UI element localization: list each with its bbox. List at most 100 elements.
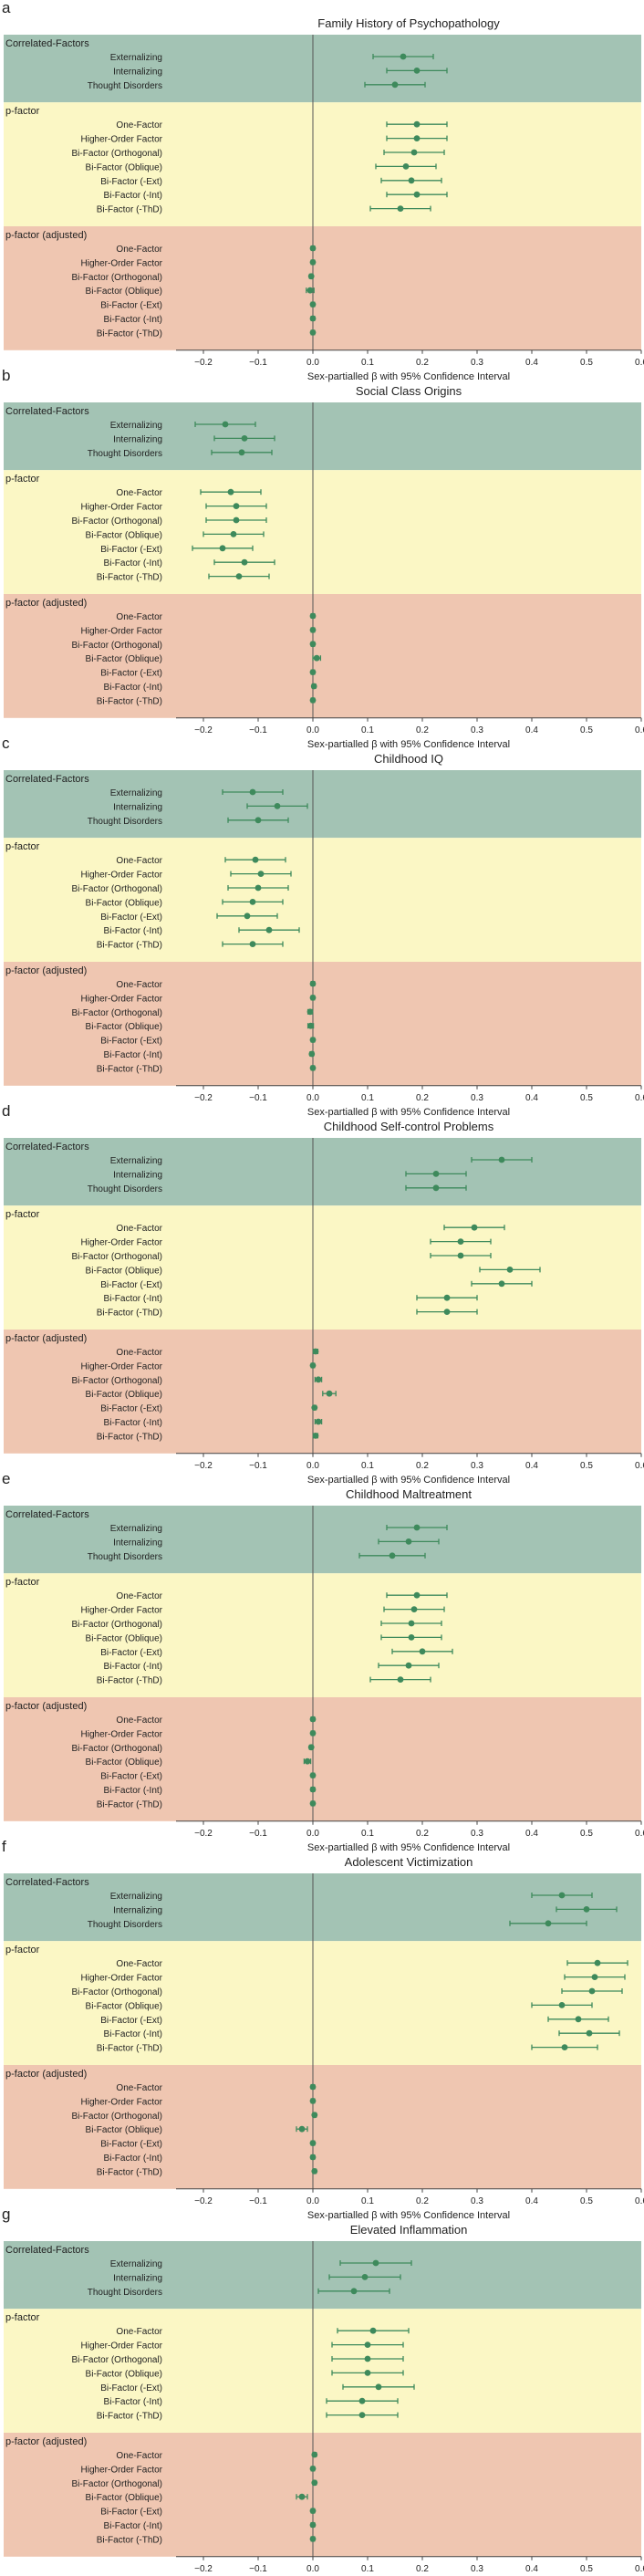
- x-tick-label: 0.4: [525, 725, 538, 735]
- row-label: Bi-Factor (Orthogonal): [72, 1252, 162, 1262]
- point-estimate: [545, 1920, 552, 1927]
- row-label: Higher-Order Factor: [81, 503, 163, 513]
- row-label: Thought Disorders: [88, 1552, 162, 1562]
- x-tick-label: 0.4: [525, 358, 538, 368]
- group-band: [4, 2065, 641, 2189]
- row-label: Thought Disorders: [88, 81, 162, 91]
- row-label: Externalizing: [110, 421, 162, 431]
- x-tick-label: 0.2: [416, 1829, 429, 1839]
- x-axis-label: Sex-partialled β with 95% Confidence Int…: [307, 1842, 510, 1853]
- x-tick-label: −0.1: [249, 1461, 267, 1471]
- point-estimate: [313, 654, 320, 662]
- row-label: Bi-Factor (Oblique): [86, 1390, 162, 1400]
- row-label: Externalizing: [110, 788, 162, 798]
- x-tick-label: 0.4: [525, 1093, 538, 1103]
- group-label: Correlated-Factors: [5, 774, 89, 785]
- group-band: [4, 1697, 641, 1821]
- row-label: Externalizing: [110, 53, 162, 63]
- point-estimate: [265, 926, 273, 933]
- row-label: One-Factor: [116, 1959, 162, 1969]
- row-label: Bi-Factor (Orthogonal): [72, 149, 162, 159]
- row-label: Bi-Factor (-Ext): [100, 1037, 162, 1047]
- point-estimate: [358, 2412, 366, 2419]
- row-label: Bi-Factor (-Int): [104, 926, 162, 936]
- row-label: Higher-Order Factor: [81, 1974, 163, 1984]
- panel-letter: a: [2, 0, 11, 16]
- group-band: [4, 1941, 641, 2065]
- point-estimate: [309, 2508, 317, 2515]
- x-tick-label: 0.1: [361, 358, 374, 368]
- point-estimate: [311, 1404, 318, 1411]
- x-tick-label: 0.0: [306, 1093, 319, 1103]
- point-estimate: [432, 1184, 440, 1192]
- group-band: [4, 1873, 641, 1942]
- row-label: Internalizing: [113, 67, 162, 77]
- row-label: Higher-Order Factor: [81, 871, 163, 881]
- row-label: One-Factor: [116, 612, 162, 622]
- row-label: Bi-Factor (Oblique): [86, 1022, 162, 1032]
- group-band: [4, 102, 641, 226]
- row-label: Bi-Factor (Orthogonal): [72, 1744, 162, 1754]
- x-axis-label: Sex-partialled β with 95% Confidence Int…: [307, 371, 510, 382]
- row-label: Bi-Factor (Orthogonal): [72, 884, 162, 894]
- point-estimate: [419, 1648, 426, 1655]
- row-label: Higher-Order Factor: [81, 2341, 163, 2352]
- point-estimate: [227, 488, 234, 495]
- row-label: Higher-Order Factor: [81, 626, 163, 636]
- x-tick-label: −0.2: [194, 358, 213, 368]
- x-tick-label: 0.6: [635, 725, 644, 735]
- point-estimate: [308, 1050, 316, 1058]
- point-estimate: [309, 2536, 317, 2542]
- point-estimate: [298, 2493, 306, 2500]
- group-label: p-factor: [5, 841, 40, 852]
- group-band: [4, 1573, 641, 1697]
- point-estimate: [408, 1634, 415, 1641]
- x-axis-label: Sex-partialled β with 95% Confidence Int…: [307, 1107, 510, 1118]
- point-estimate: [402, 163, 410, 170]
- row-label: Thought Disorders: [88, 817, 162, 827]
- point-estimate: [309, 1730, 317, 1736]
- x-tick-label: −0.1: [249, 2564, 267, 2574]
- row-label: Higher-Order Factor: [81, 135, 163, 145]
- group-band: [4, 594, 641, 718]
- x-tick-label: −0.1: [249, 725, 267, 735]
- row-label: Bi-Factor (-Ext): [100, 669, 162, 679]
- point-estimate: [364, 2355, 371, 2362]
- row-label: Bi-Factor (-ThD): [97, 2535, 162, 2545]
- x-tick-label: 0.4: [525, 1829, 538, 1839]
- row-label: One-Factor: [116, 1591, 162, 1601]
- row-label: Higher-Order Factor: [81, 2097, 163, 2107]
- point-estimate: [364, 2370, 371, 2376]
- x-tick-label: 0.0: [306, 2564, 319, 2574]
- row-label: Thought Disorders: [88, 1920, 162, 1930]
- x-tick-label: 0.2: [416, 358, 429, 368]
- row-label: Bi-Factor (-ThD): [97, 1309, 162, 1319]
- group-band: [4, 1205, 641, 1330]
- point-estimate: [304, 1757, 311, 1765]
- x-axis-label: Sex-partialled β with 95% Confidence Int…: [307, 739, 510, 750]
- point-estimate: [309, 2098, 317, 2104]
- point-estimate: [309, 2466, 317, 2472]
- point-estimate: [306, 287, 314, 294]
- row-label: Bi-Factor (-ThD): [97, 1064, 162, 1074]
- x-tick-label: 0.1: [361, 1093, 374, 1103]
- x-tick-label: 0.6: [635, 2196, 644, 2206]
- group-band: [4, 2309, 641, 2433]
- group-label: Correlated-Factors: [5, 38, 89, 49]
- row-label: Bi-Factor (-ThD): [97, 1676, 162, 1686]
- row-label: Bi-Factor (Oblique): [86, 1633, 162, 1643]
- group-label: p-factor (adjusted): [5, 2069, 87, 2080]
- panel-title: Childhood Self-control Problems: [324, 1120, 494, 1133]
- row-label: Bi-Factor (Oblique): [86, 898, 162, 908]
- x-tick-label: 0.1: [361, 1461, 374, 1471]
- point-estimate: [413, 191, 421, 198]
- row-label: Externalizing: [110, 1524, 162, 1534]
- point-estimate: [311, 2168, 318, 2174]
- row-label: Bi-Factor (Orthogonal): [72, 273, 162, 283]
- point-estimate: [405, 1538, 412, 1545]
- group-label: Correlated-Factors: [5, 1509, 89, 1520]
- row-label: Bi-Factor (Oblique): [86, 2369, 162, 2379]
- point-estimate: [413, 1591, 421, 1599]
- point-estimate: [307, 1744, 315, 1751]
- row-label: Bi-Factor (-Int): [104, 2154, 162, 2164]
